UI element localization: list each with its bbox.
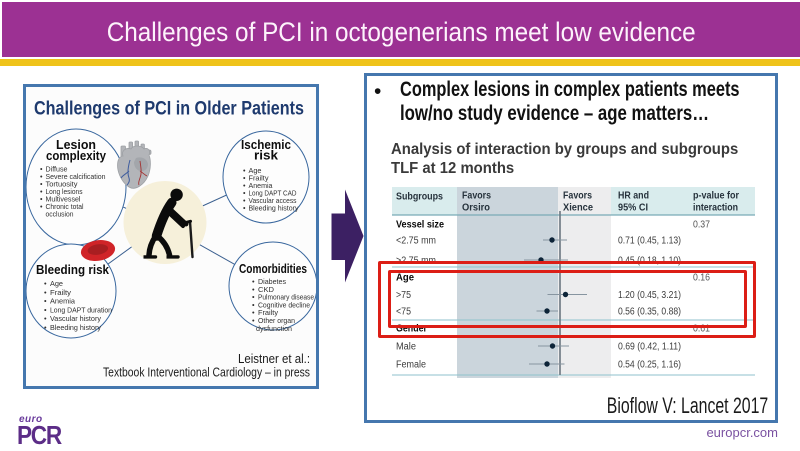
svg-text:0.61: 0.61	[693, 324, 710, 335]
svg-text:0.69 (0.42, 1.11): 0.69 (0.42, 1.11)	[618, 342, 681, 353]
svg-text:Bleeding history: Bleeding history	[249, 204, 299, 213]
svg-text:p-value for: p-value for	[693, 191, 739, 202]
svg-text:0.54 (0.25, 1.16): 0.54 (0.25, 1.16)	[618, 360, 681, 371]
svg-text:CKD: CKD	[258, 285, 274, 294]
svg-text:Diabetes: Diabetes	[258, 277, 286, 286]
svg-text:complexity: complexity	[46, 149, 106, 163]
svg-text:Long DAPT duration: Long DAPT duration	[50, 305, 112, 314]
svg-text:•: •	[252, 316, 255, 325]
svg-text:•: •	[44, 314, 47, 323]
svg-text:•: •	[252, 293, 255, 302]
svg-text:Female: Female	[396, 360, 426, 371]
svg-text:Anemia: Anemia	[249, 181, 273, 190]
svg-text:•: •	[44, 305, 47, 314]
svg-text:Pulmonary disease: Pulmonary disease	[258, 293, 314, 302]
svg-text:•: •	[243, 189, 246, 198]
svg-text:•: •	[252, 285, 255, 294]
svg-text:risk: risk	[254, 149, 278, 163]
svg-text:Bleeding history: Bleeding history	[50, 323, 101, 332]
svg-text:•: •	[44, 323, 47, 332]
svg-text:•: •	[243, 166, 246, 175]
svg-text:<2.75 mm: <2.75 mm	[396, 236, 436, 247]
svg-text:0.56 (0.35, 0.88): 0.56 (0.35, 0.88)	[618, 307, 681, 318]
svg-text:Leistner et al.:: Leistner et al.:	[238, 352, 310, 366]
svg-text:•: •	[243, 174, 246, 183]
svg-text:Severe calcification: Severe calcification	[46, 172, 106, 181]
svg-text:interaction: interaction	[693, 203, 738, 214]
svg-text:Challenges of PCI in Older Pat: Challenges of PCI in Older Patients	[34, 99, 304, 120]
svg-text:•: •	[40, 172, 43, 181]
svg-text:•: •	[44, 288, 47, 297]
svg-text:Age: Age	[396, 273, 414, 284]
svg-text:Gender: Gender	[396, 324, 427, 335]
svg-text:<75: <75	[396, 307, 411, 318]
svg-text:Lesion: Lesion	[56, 138, 96, 152]
svg-text:•: •	[243, 196, 246, 205]
svg-text:Bleeding risk: Bleeding risk	[36, 263, 109, 277]
svg-text:Long DAPT CAD: Long DAPT CAD	[249, 189, 297, 198]
svg-text:•: •	[40, 195, 43, 204]
svg-text:dysfunction: dysfunction	[256, 324, 292, 333]
svg-text:Male: Male	[396, 342, 416, 353]
svg-text:Favors: Favors	[462, 191, 491, 202]
svg-text:•: •	[243, 204, 246, 213]
svg-text:•: •	[40, 187, 43, 196]
svg-text:>75: >75	[396, 290, 411, 301]
svg-text:•: •	[40, 165, 43, 174]
svg-text:Multivessel: Multivessel	[46, 195, 81, 204]
svg-text:Long lesions: Long lesions	[46, 187, 83, 196]
svg-text:Tortuosity: Tortuosity	[46, 180, 78, 189]
svg-text:Vascular history: Vascular history	[50, 314, 101, 323]
svg-text:•: •	[44, 297, 47, 306]
svg-text:•: •	[40, 180, 43, 189]
svg-text:Textbook Interventional Cardio: Textbook Interventional Cardiology – in …	[103, 366, 310, 380]
svg-text:0.37: 0.37	[693, 220, 710, 231]
svg-text:•: •	[252, 277, 255, 286]
svg-text:Other organ: Other organ	[258, 316, 295, 325]
svg-text:Ischemic: Ischemic	[241, 138, 291, 152]
svg-text:•: •	[252, 308, 255, 317]
svg-text:Subgroups: Subgroups	[396, 192, 443, 203]
svg-text:occlusion: occlusion	[46, 210, 74, 219]
svg-text:0.16: 0.16	[693, 273, 710, 284]
svg-text:Orsiro: Orsiro	[462, 203, 490, 214]
svg-text:Age: Age	[249, 166, 262, 175]
svg-text:•: •	[44, 279, 47, 288]
svg-text:0.71 (0.45, 1.13): 0.71 (0.45, 1.13)	[618, 236, 681, 247]
svg-text:Age: Age	[50, 279, 63, 288]
svg-text:Vascular access: Vascular access	[249, 196, 297, 205]
svg-text:Comorbidities: Comorbidities	[239, 262, 307, 276]
svg-text:Frailty: Frailty	[50, 288, 71, 297]
svg-text:•: •	[40, 202, 43, 211]
svg-text:Frailty: Frailty	[258, 308, 278, 317]
svg-text:Diffuse: Diffuse	[46, 165, 68, 174]
svg-text:•: •	[252, 300, 255, 309]
svg-text:Vessel size: Vessel size	[396, 220, 444, 231]
svg-text:1.20 (0.45, 3.21): 1.20 (0.45, 3.21)	[618, 290, 681, 301]
svg-text:HR and: HR and	[618, 191, 649, 202]
svg-text:•: •	[243, 181, 246, 190]
svg-text:Frailty: Frailty	[249, 174, 269, 183]
svg-text:Cognitive decline: Cognitive decline	[258, 300, 310, 309]
svg-text:Chronic total: Chronic total	[46, 202, 84, 211]
svg-text:Anemia: Anemia	[50, 297, 76, 306]
svg-text:Favors: Favors	[563, 191, 592, 202]
svg-text:95% CI: 95% CI	[618, 203, 648, 214]
svg-text:Xience: Xience	[563, 203, 593, 214]
